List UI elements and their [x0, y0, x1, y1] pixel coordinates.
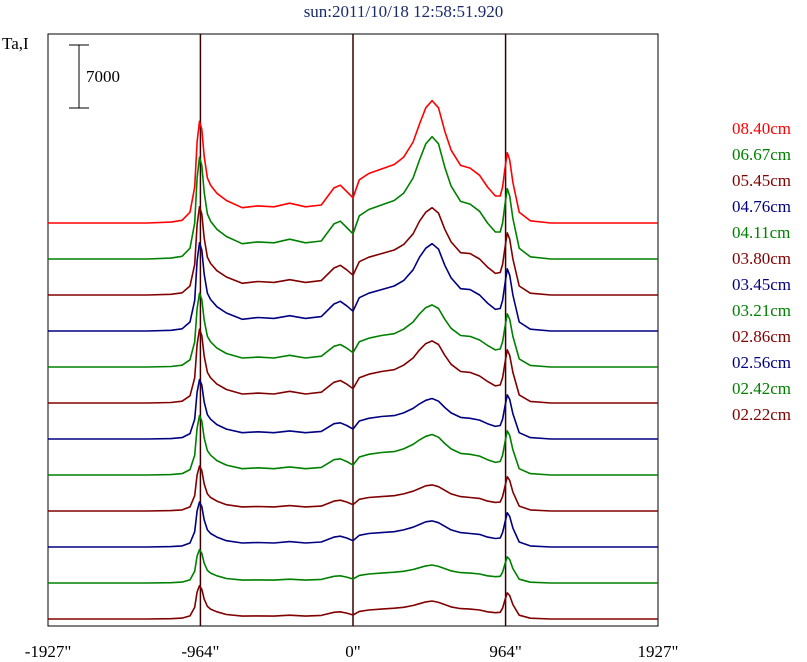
trace-05.45cm — [48, 206, 658, 296]
trace-06.67cm — [48, 135, 658, 260]
legend-entry-02.22cm: 02.22cm — [732, 405, 791, 424]
trace-group — [48, 99, 658, 620]
trace-03.80cm — [48, 328, 658, 404]
legend-entry-04.76cm: 04.76cm — [732, 197, 791, 216]
legend-entry-02.86cm: 02.86cm — [732, 327, 791, 346]
x-axis: -1927" -964" 0" 964" 1927" — [25, 642, 679, 661]
trace-04.11cm — [48, 292, 658, 368]
trace-02.86cm — [48, 465, 658, 512]
trace-03.21cm — [48, 414, 658, 476]
trace-02.42cm — [48, 548, 658, 584]
legend-entry-03.80cm: 03.80cm — [732, 249, 791, 268]
legend-entry-04.11cm: 04.11cm — [732, 223, 790, 242]
vertical-markers — [199, 34, 507, 626]
trace-02.56cm — [48, 501, 658, 548]
scale-bar: 7000 — [69, 44, 120, 109]
legend: 08.40cm 06.67cm 05.45cm 04.76cm 04.11cm 03.80… — [732, 119, 791, 424]
legend-entry-05.45cm: 05.45cm — [732, 171, 791, 190]
trace-03.45cm — [48, 378, 658, 440]
scale-bar-label: 7000 — [86, 67, 120, 86]
x-tick-label-0: -1927" — [25, 642, 72, 661]
x-tick-label-3: 964" — [489, 642, 521, 661]
legend-entry-03.21cm: 03.21cm — [732, 301, 791, 320]
trace-02.22cm — [48, 584, 658, 620]
y-axis-label: Ta,I — [2, 34, 29, 53]
chart-title: sun:2011/10/18 12:58:51.920 — [303, 2, 504, 21]
legend-entry-06.67cm: 06.67cm — [732, 145, 791, 164]
legend-entry-03.45cm: 03.45cm — [732, 275, 791, 294]
trace-04.76cm — [48, 242, 658, 332]
legend-entry-02.42cm: 02.42cm — [732, 379, 791, 398]
x-tick-label-4: 1927" — [638, 642, 679, 661]
legend-entry-02.56cm: 02.56cm — [732, 353, 791, 372]
trace-08.40cm — [48, 99, 658, 224]
legend-entry-08.40cm: 08.40cm — [732, 119, 791, 138]
x-tick-label-2: 0" — [345, 642, 360, 661]
x-tick-label-1: -964" — [181, 642, 219, 661]
